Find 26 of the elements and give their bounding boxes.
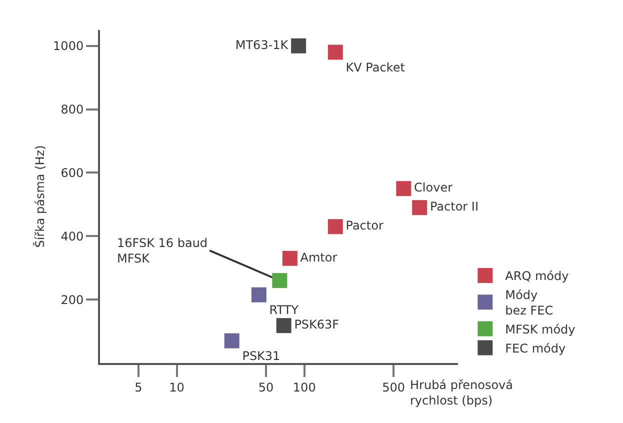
data-label: Clover xyxy=(414,180,453,195)
x-tick-label: 5 xyxy=(134,380,142,394)
y-tick-label: 200 xyxy=(60,292,84,307)
y-tick-label: 400 xyxy=(60,229,84,244)
x-tick-label: 50 xyxy=(258,380,274,394)
y-axis-title: Šířka pásma (Hz) xyxy=(32,145,47,248)
y-tick-label: 800 xyxy=(60,102,84,116)
data-label: PSK31 xyxy=(242,349,280,364)
data-label: 16FSK 16 baud MFSK xyxy=(117,236,208,266)
data-label: KV Packet xyxy=(346,60,406,75)
y-tick-label: 600 xyxy=(60,166,84,180)
legend-label: ARQ módy xyxy=(505,269,569,284)
x-tick-label: 500 xyxy=(382,380,406,394)
x-tick-label: 100 xyxy=(292,380,316,394)
data-label: RTTY xyxy=(269,303,300,318)
x-tick-label: 10 xyxy=(169,380,184,394)
data-label: MT63-1K xyxy=(235,38,290,52)
data-label: Pactor xyxy=(346,218,384,233)
legend-label: Módy bez FEC xyxy=(505,288,554,318)
y-tick-label: 1000 xyxy=(53,39,84,54)
data-label: Amtor xyxy=(300,250,338,264)
legend-label: FEC módy xyxy=(505,341,566,356)
legend-label: MFSK módy xyxy=(505,322,576,336)
data-label: PSK63F xyxy=(294,318,340,332)
data-label: Pactor II xyxy=(430,200,479,214)
x-axis-title: Hrubá přenosová rychlost (bps) xyxy=(410,378,514,408)
